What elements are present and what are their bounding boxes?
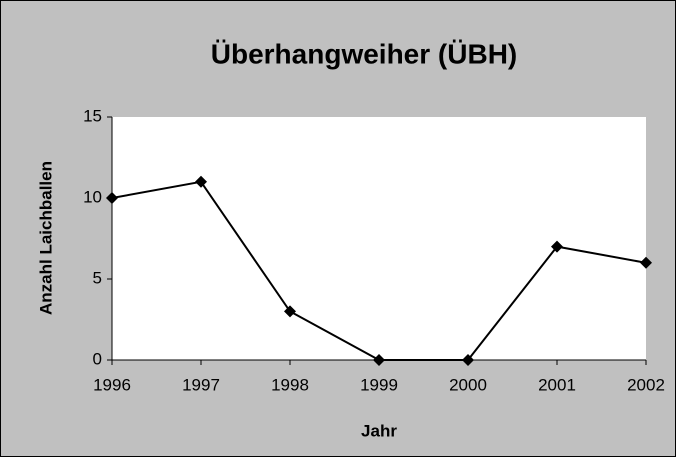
data-marker bbox=[106, 192, 118, 204]
x-axis-label: Jahr bbox=[361, 421, 397, 440]
x-tick-label: 1998 bbox=[271, 375, 309, 394]
x-tick-label: 1996 bbox=[93, 375, 131, 394]
x-tick-label: 2000 bbox=[449, 375, 487, 394]
data-marker bbox=[195, 175, 207, 188]
y-tick-label: 15 bbox=[83, 106, 102, 125]
data-marker bbox=[462, 354, 474, 366]
y-tick-label: 10 bbox=[83, 187, 102, 206]
x-tick-label: 2001 bbox=[538, 375, 576, 394]
chart-title: Überhangweiher (ÜBH) bbox=[211, 38, 517, 69]
x-tick-label: 2002 bbox=[627, 375, 665, 394]
y-axis-label: Anzahl Laichballen bbox=[36, 161, 55, 315]
plot-area bbox=[112, 117, 646, 360]
data-marker bbox=[551, 240, 563, 253]
y-tick-label: 5 bbox=[93, 268, 102, 287]
data-marker bbox=[284, 305, 296, 318]
x-tick-label: 1997 bbox=[182, 375, 220, 394]
data-marker bbox=[640, 256, 652, 269]
y-tick-label: 0 bbox=[93, 349, 102, 368]
x-tick-label: 1999 bbox=[360, 375, 398, 394]
data-marker bbox=[373, 354, 385, 366]
